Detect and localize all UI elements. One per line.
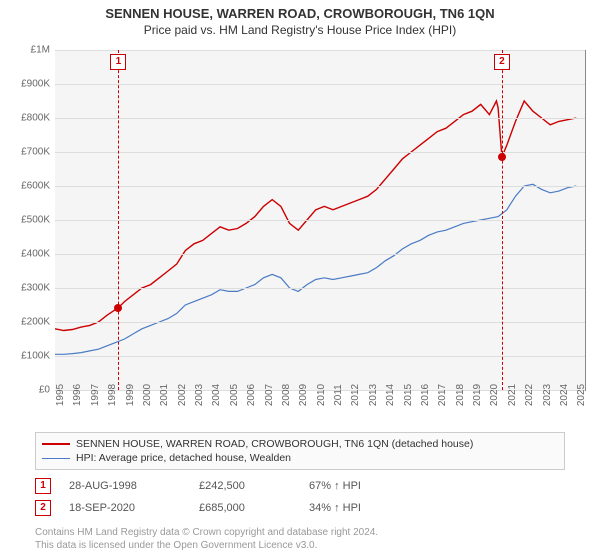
x-axis-label: 2016: [420, 384, 431, 406]
y-axis-label: £0: [39, 385, 50, 396]
y-gridline: [55, 356, 585, 357]
transaction-row: 2 18-SEP-2020£685,00034% ↑ HPI: [35, 497, 361, 519]
x-axis-label: 2025: [576, 384, 587, 406]
y-gridline: [55, 84, 585, 85]
x-axis-label: 2020: [489, 384, 500, 406]
x-axis-label: 2021: [507, 384, 518, 406]
y-axis-label: £1M: [31, 45, 50, 56]
marker-line: [502, 50, 503, 390]
transaction-badge: 1: [35, 478, 51, 494]
marker-badge: 2: [494, 54, 510, 70]
marker-dot: [498, 153, 506, 161]
x-axis-label: 1998: [107, 384, 118, 406]
x-axis-label: 2017: [437, 384, 448, 406]
x-axis-label: 2007: [264, 384, 275, 406]
footer-line-2: This data is licensed under the Open Gov…: [35, 539, 378, 552]
y-axis-label: £600K: [21, 181, 50, 192]
x-axis-label: 2013: [368, 384, 379, 406]
transaction-price: £685,000: [199, 502, 309, 514]
legend-swatch: [42, 458, 70, 459]
x-axis-label: 2005: [229, 384, 240, 406]
transaction-table: 1 28-AUG-1998£242,50067% ↑ HPI 2 18-SEP-202…: [35, 475, 361, 519]
x-axis-label: 1999: [125, 384, 136, 406]
marker-dot: [114, 304, 122, 312]
x-axis-label: 2002: [177, 384, 188, 406]
y-axis-label: £400K: [21, 249, 50, 260]
transaction-price: £242,500: [199, 480, 309, 492]
transaction-date: 18-SEP-2020: [69, 502, 199, 514]
x-axis-label: 2023: [542, 384, 553, 406]
x-axis-label: 2022: [524, 384, 535, 406]
series-sennen: [55, 101, 576, 331]
chart-container: SENNEN HOUSE, WARREN ROAD, CROWBOROUGH, …: [0, 0, 600, 560]
y-gridline: [55, 322, 585, 323]
x-axis-label: 1996: [72, 384, 83, 406]
x-axis-label: 2011: [333, 384, 344, 406]
y-axis-label: £300K: [21, 283, 50, 294]
legend-item: HPI: Average price, detached house, Weal…: [42, 451, 558, 465]
x-axis-label: 1995: [55, 384, 66, 406]
legend-label: HPI: Average price, detached house, Weal…: [76, 452, 291, 464]
x-axis-label: 2000: [142, 384, 153, 406]
marker-badge: 1: [110, 54, 126, 70]
x-axis-label: 2008: [281, 384, 292, 406]
legend-box: SENNEN HOUSE, WARREN ROAD, CROWBOROUGH, …: [35, 432, 565, 470]
x-axis-label: 2009: [298, 384, 309, 406]
x-axis-label: 2018: [455, 384, 466, 406]
x-axis-label: 2003: [194, 384, 205, 406]
legend-item: SENNEN HOUSE, WARREN ROAD, CROWBOROUGH, …: [42, 437, 558, 451]
y-axis-label: £100K: [21, 351, 50, 362]
x-axis-label: 1997: [90, 384, 101, 406]
transaction-row: 1 28-AUG-1998£242,50067% ↑ HPI: [35, 475, 361, 497]
y-axis-label: £200K: [21, 317, 50, 328]
footer-line-1: Contains HM Land Registry data © Crown c…: [35, 526, 378, 539]
chart-title: SENNEN HOUSE, WARREN ROAD, CROWBOROUGH, …: [0, 0, 600, 21]
y-axis-label: £500K: [21, 215, 50, 226]
x-axis-label: 2014: [385, 384, 396, 406]
y-gridline: [55, 50, 585, 51]
y-axis-label: £800K: [21, 113, 50, 124]
x-axis-label: 2001: [159, 384, 170, 406]
footer-attribution: Contains HM Land Registry data © Crown c…: [35, 526, 378, 552]
y-gridline: [55, 152, 585, 153]
transaction-badge: 2: [35, 500, 51, 516]
x-axis-label: 2015: [403, 384, 414, 406]
x-axis-label: 2012: [350, 384, 361, 406]
y-gridline: [55, 254, 585, 255]
y-axis-label: £900K: [21, 79, 50, 90]
x-axis-label: 2006: [246, 384, 257, 406]
transaction-delta: 34% ↑ HPI: [309, 502, 361, 514]
y-gridline: [55, 186, 585, 187]
chart-subtitle: Price paid vs. HM Land Registry's House …: [0, 21, 600, 37]
y-gridline: [55, 118, 585, 119]
legend-label: SENNEN HOUSE, WARREN ROAD, CROWBOROUGH, …: [76, 438, 473, 450]
transaction-delta: 67% ↑ HPI: [309, 480, 361, 492]
x-axis-label: 2024: [559, 384, 570, 406]
y-axis-label: £700K: [21, 147, 50, 158]
x-axis-label: 2019: [472, 384, 483, 406]
legend-swatch: [42, 443, 70, 445]
y-gridline: [55, 220, 585, 221]
transaction-date: 28-AUG-1998: [69, 480, 199, 492]
x-axis-label: 2004: [211, 384, 222, 406]
x-axis-label: 2010: [316, 384, 327, 406]
plot-area: £0£100K£200K£300K£400K£500K£600K£700K£80…: [55, 50, 586, 391]
y-gridline: [55, 288, 585, 289]
marker-line: [118, 50, 119, 390]
